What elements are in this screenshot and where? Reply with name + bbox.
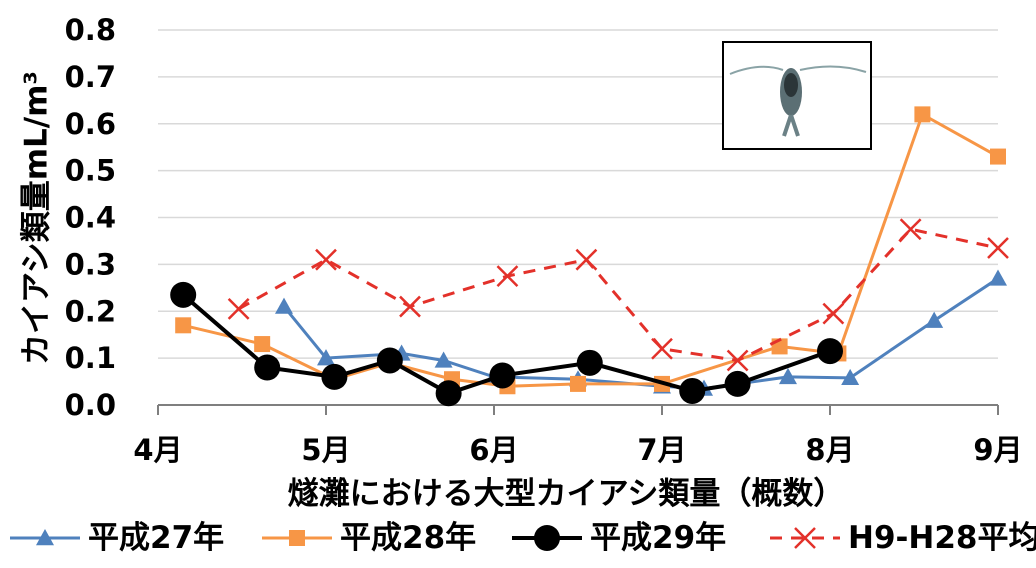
data-point (275, 297, 293, 314)
data-point (496, 265, 519, 287)
data-point (321, 363, 348, 390)
y-tick-labels: 0.0 0.1 0.2 0.3 0.4 0.5 0.6 0.7 0.8 (65, 13, 116, 422)
data-point (489, 362, 516, 389)
legend-label: H9-H28平均値 (848, 520, 1036, 556)
data-point (170, 281, 197, 308)
data-point (724, 370, 751, 397)
data-point (227, 298, 250, 320)
gridlines (158, 29, 998, 359)
data-point (990, 148, 1006, 165)
y-tick-label: 0.1 (65, 341, 116, 375)
data-point (434, 351, 453, 368)
data-point (399, 295, 421, 318)
legend-label: 平成29年 (590, 520, 726, 556)
x-tick-label: 9月 (973, 433, 1022, 467)
legend-label: 平成28年 (340, 520, 476, 556)
legend-marker (534, 525, 560, 551)
y-tick-label: 0.8 (65, 13, 116, 47)
data-point (254, 336, 271, 353)
y-tick-label: 0.7 (65, 60, 116, 94)
data-point (576, 349, 603, 376)
legend-item: 平成27年 (10, 520, 224, 556)
data-point (679, 377, 706, 404)
legend-item: H9-H28平均値 (770, 520, 1036, 556)
antenna-right-icon (799, 65, 867, 73)
series-4 (227, 218, 1009, 372)
y-tick-label: 0.2 (65, 294, 116, 328)
axes (157, 404, 999, 415)
series-group (170, 106, 1009, 407)
y-tick-label: 0.4 (65, 201, 116, 235)
data-point (817, 338, 843, 365)
data-point (575, 248, 598, 271)
data-point (175, 317, 192, 334)
data-point (989, 269, 1007, 286)
data-point (570, 375, 586, 392)
data-point (925, 311, 944, 328)
data-point (914, 106, 931, 123)
legend-item: 平成28年 (262, 520, 476, 556)
data-point (899, 218, 922, 241)
data-point (376, 347, 403, 374)
y-tick-label: 0.3 (65, 247, 116, 281)
data-point (726, 349, 749, 372)
legend-marker (36, 529, 54, 546)
y-tick-label: 0.6 (65, 107, 116, 141)
data-point (435, 380, 462, 407)
data-point (315, 248, 337, 271)
x-tick-label: 4月 (133, 433, 182, 467)
data-point (987, 237, 1009, 259)
y-axis-title: カイアシ類量mL/m³ (19, 71, 55, 365)
x-tick-label: 5月 (301, 433, 350, 467)
data-point (317, 349, 335, 366)
data-point (779, 367, 797, 385)
data-point (651, 337, 673, 360)
copepod-photo (722, 41, 872, 150)
series-line (182, 112, 999, 388)
antenna-left-icon (729, 65, 784, 75)
x-tick-label: 7月 (637, 433, 686, 467)
series-line (237, 227, 999, 363)
y-tick-label: 0.0 (65, 388, 116, 422)
series-line (181, 293, 831, 396)
legend-item: 平成29年 (512, 520, 726, 556)
x-tick-label: 8月 (805, 433, 854, 467)
data-point (841, 368, 860, 386)
legend: 平成27年 平成28年 平成29年 H9-H28平均値 (10, 520, 1036, 556)
x-tick-labels: 4月 5月 6月 7月 8月 9月 (133, 433, 1022, 467)
x-tick-label: 6月 (469, 433, 518, 467)
series-3 (170, 281, 843, 407)
legend-label: 平成27年 (88, 520, 224, 556)
data-point (822, 302, 845, 325)
y-tick-label: 0.5 (65, 154, 116, 188)
x-axis-title: 燧灘における大型カイアシ類量（概数） (288, 476, 845, 512)
legend-marker (289, 530, 305, 546)
legend-marker (794, 527, 816, 549)
data-point (254, 354, 281, 381)
